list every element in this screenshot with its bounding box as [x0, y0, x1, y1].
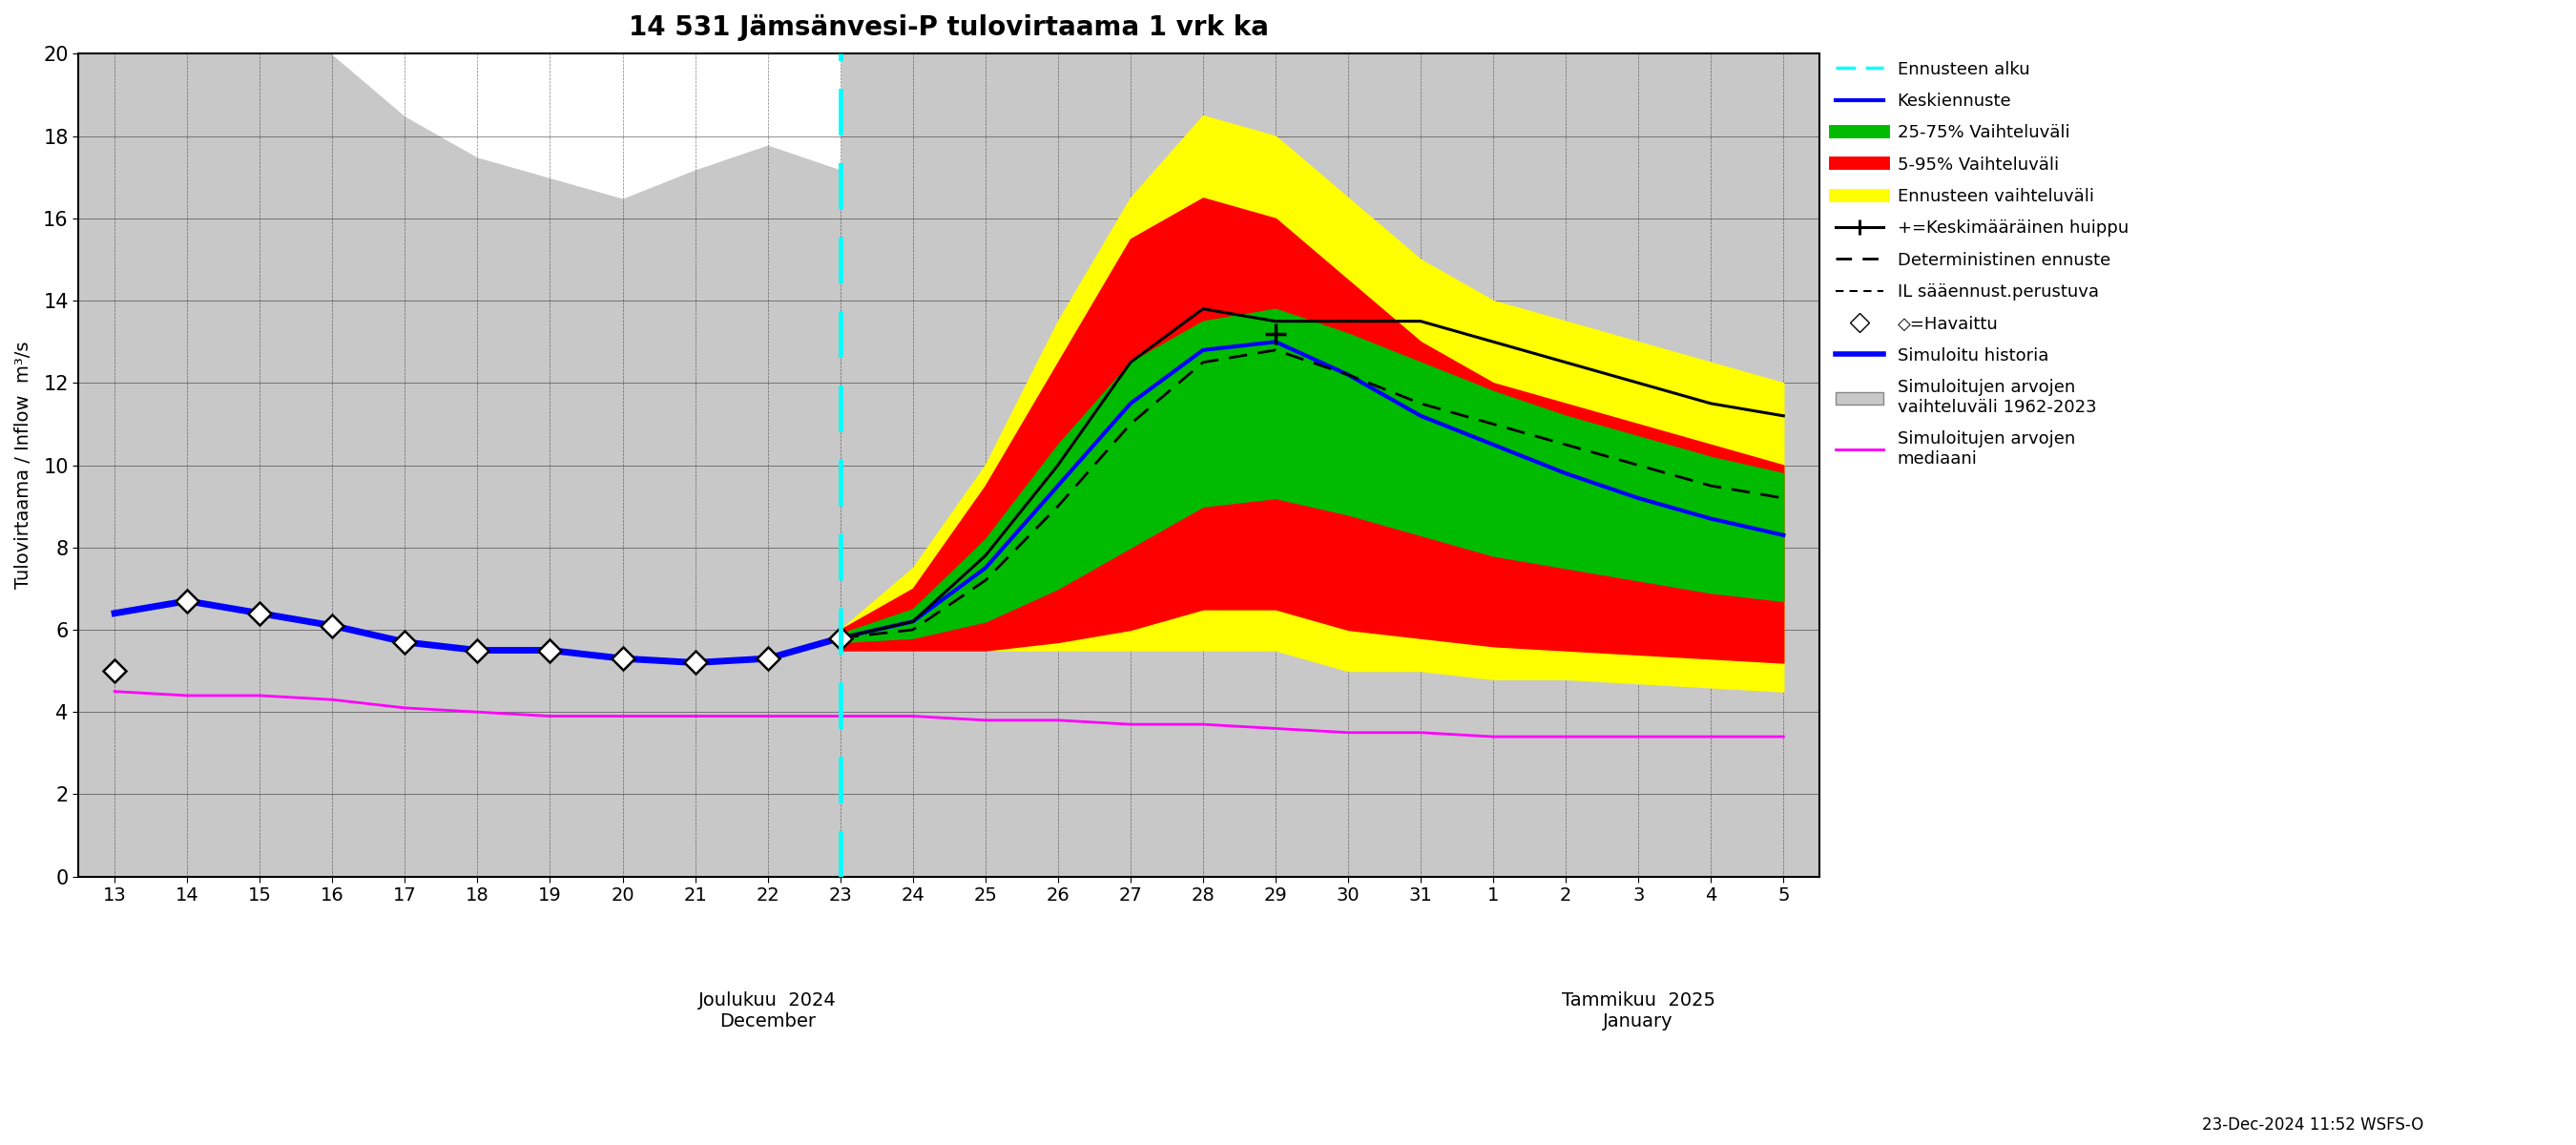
Text: Joulukuu  2024
December: Joulukuu 2024 December: [698, 992, 837, 1030]
Title: 14 531 Jämsänvesi-P tulovirtaama 1 vrk ka: 14 531 Jämsänvesi-P tulovirtaama 1 vrk k…: [629, 14, 1270, 41]
Text: Tammikuu  2025
January: Tammikuu 2025 January: [1561, 992, 1716, 1030]
Y-axis label: Tulovirtaama / Inflow  m³/s: Tulovirtaama / Inflow m³/s: [15, 341, 33, 589]
Text: 23-Dec-2024 11:52 WSFS-O: 23-Dec-2024 11:52 WSFS-O: [2202, 1116, 2424, 1134]
Legend: Ennusteen alku, Keskiennuste, 25-75% Vaihteluväli, 5-95% Vaihteluväli, Ennusteen: Ennusteen alku, Keskiennuste, 25-75% Vai…: [1829, 54, 2136, 474]
